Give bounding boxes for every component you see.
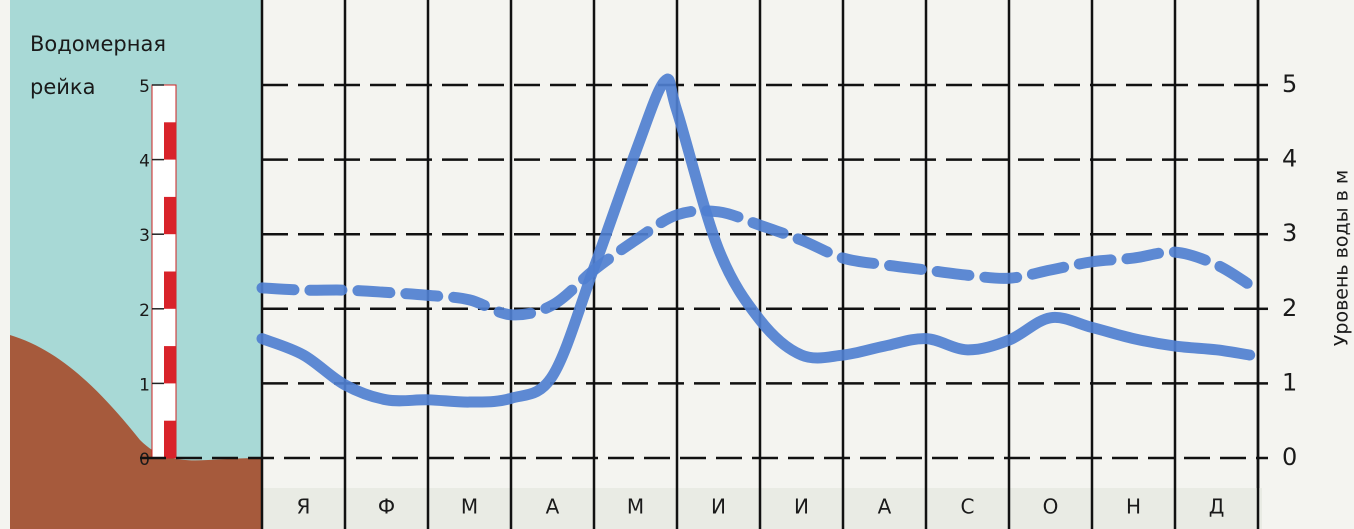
series-line (256, 73, 1256, 408)
x-tick-label: О (1043, 495, 1059, 519)
gauge-tick-label: 3 (139, 226, 150, 246)
gauge-tick-label: 2 (139, 301, 150, 321)
month-strip (262, 488, 1262, 529)
gauge-tick-label: 1 (139, 375, 150, 395)
x-tick-label: А (546, 495, 560, 519)
gauge-stripe (164, 122, 176, 160)
gauge-tick-label: 5 (139, 77, 150, 97)
x-tick-label: И (794, 495, 809, 519)
gauge-tick-label: 0 (139, 450, 150, 470)
y-tick-label: 2 (1282, 294, 1297, 322)
x-tick-label: И (711, 495, 726, 519)
y-axis-label: Уровень воды в м (1331, 170, 1353, 346)
x-tick-label: Н (1126, 495, 1141, 519)
y-tick-label: 4 (1282, 145, 1297, 173)
x-tick-label: Я (297, 495, 311, 519)
y-tick-label: 0 (1282, 443, 1297, 471)
gauge-tick-label: 4 (139, 152, 150, 172)
y-tick-label: 5 (1282, 70, 1297, 98)
y-tick-label: 1 (1282, 368, 1297, 396)
x-tick-label: А (878, 495, 892, 519)
gauge-stripe (164, 196, 176, 235)
gauge-stripe (164, 420, 176, 458)
x-tick-label: Ф (378, 495, 395, 519)
x-tick-label: Д (1209, 495, 1225, 519)
gauge-stripe (164, 346, 176, 384)
x-tick-label: М (461, 495, 478, 519)
gauge-title: рейка (30, 75, 95, 99)
x-tick-label: С (961, 495, 975, 519)
y-tick-label: 3 (1282, 219, 1297, 247)
gauge-stripe (164, 271, 176, 309)
ground (10, 335, 262, 529)
x-tick-label: М (627, 495, 644, 519)
gauge-title: Водомерная (30, 32, 166, 56)
series-line (256, 205, 1256, 321)
